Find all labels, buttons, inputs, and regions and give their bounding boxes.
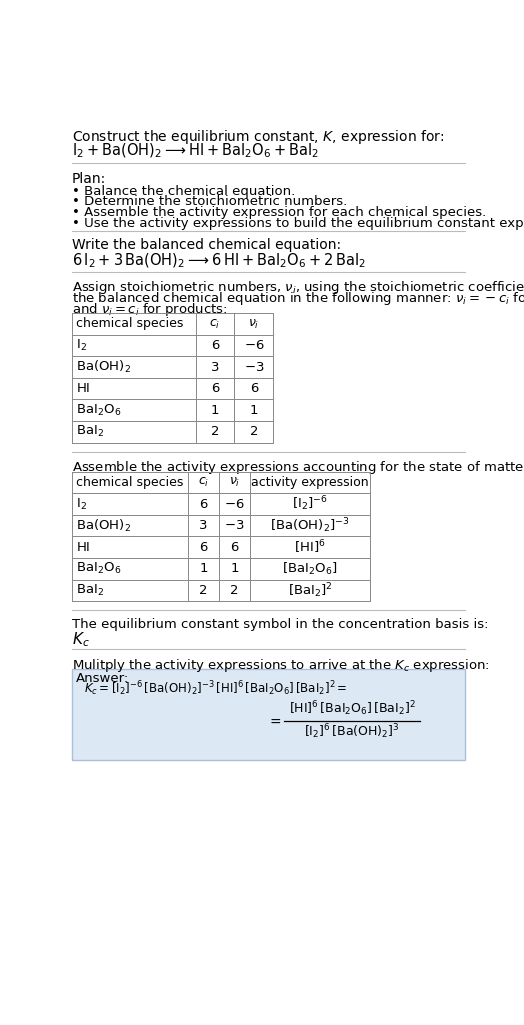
Text: $[\mathrm{I_2}]^{-6}$: $[\mathrm{I_2}]^{-6}$ — [292, 495, 328, 514]
Text: $\mathrm{HI}$: $\mathrm{HI}$ — [77, 541, 91, 554]
Text: 2: 2 — [249, 425, 258, 439]
Text: chemical species: chemical species — [77, 318, 184, 330]
Text: $[\mathrm{I_2}]^6\,[\mathrm{Ba(OH)_2}]^3$: $[\mathrm{I_2}]^6\,[\mathrm{Ba(OH)_2}]^3… — [304, 723, 400, 741]
Text: $\nu_i$: $\nu_i$ — [229, 476, 240, 489]
Text: $\mathrm{6\, I_2 + 3\, Ba(OH)_2 \longrightarrow 6\, HI + BaI_2O_6 + 2\, BaI_2}$: $\mathrm{6\, I_2 + 3\, Ba(OH)_2 \longrig… — [72, 251, 366, 270]
Text: and $\nu_i = c_i$ for products:: and $\nu_i = c_i$ for products: — [72, 301, 227, 318]
Text: $-3$: $-3$ — [224, 520, 245, 532]
Text: 1: 1 — [211, 404, 220, 417]
Text: $\nu_i$: $\nu_i$ — [248, 318, 259, 330]
Text: $\mathrm{BaI_2}$: $\mathrm{BaI_2}$ — [77, 583, 104, 598]
FancyBboxPatch shape — [72, 669, 465, 760]
Text: 1: 1 — [199, 563, 208, 575]
Text: $\mathrm{HI}$: $\mathrm{HI}$ — [77, 382, 91, 396]
Text: 6: 6 — [211, 339, 219, 352]
Text: $=$: $=$ — [267, 714, 282, 729]
Text: $\mathrm{BaI_2O_6}$: $\mathrm{BaI_2O_6}$ — [77, 562, 122, 576]
Text: Assemble the activity expressions accounting for the state of matter and $\nu_i$: Assemble the activity expressions accoun… — [72, 459, 524, 477]
Text: 1: 1 — [230, 563, 239, 575]
Text: $\mathrm{Ba(OH)_2}$: $\mathrm{Ba(OH)_2}$ — [77, 359, 132, 375]
Text: chemical species: chemical species — [77, 476, 184, 489]
Text: $[\mathrm{BaI_2}]^2$: $[\mathrm{BaI_2}]^2$ — [288, 581, 332, 600]
Text: 6: 6 — [199, 541, 208, 554]
Text: 6: 6 — [199, 498, 208, 510]
Text: $[\mathrm{Ba(OH)_2}]^{-3}$: $[\mathrm{Ba(OH)_2}]^{-3}$ — [270, 517, 350, 535]
Text: 6: 6 — [211, 382, 219, 396]
Text: $\mathrm{I_2}$: $\mathrm{I_2}$ — [77, 496, 88, 511]
Text: 6: 6 — [249, 382, 258, 396]
Text: $-6$: $-6$ — [224, 498, 245, 510]
Text: • Use the activity expressions to build the equilibrium constant expression.: • Use the activity expressions to build … — [72, 217, 524, 230]
Text: 2: 2 — [230, 584, 239, 597]
Text: 2: 2 — [199, 584, 208, 597]
Text: the balanced chemical equation in the following manner: $\nu_i = -c_i$ for react: the balanced chemical equation in the fo… — [72, 290, 524, 308]
Text: $[\mathrm{HI}]^6$: $[\mathrm{HI}]^6$ — [294, 538, 326, 556]
Text: 6: 6 — [230, 541, 238, 554]
Text: $-3$: $-3$ — [244, 361, 264, 373]
Text: activity expression: activity expression — [251, 476, 369, 489]
Text: $c_i$: $c_i$ — [210, 318, 221, 330]
Text: $[\mathrm{HI}]^6\,[\mathrm{BaI_2O_6}]\,[\mathrm{BaI_2}]^2$: $[\mathrm{HI}]^6\,[\mathrm{BaI_2O_6}]\,[… — [289, 700, 416, 719]
Text: • Balance the chemical equation.: • Balance the chemical equation. — [72, 184, 295, 198]
Text: $K_c$: $K_c$ — [72, 630, 90, 649]
Text: The equilibrium constant symbol in the concentration basis is:: The equilibrium constant symbol in the c… — [72, 618, 488, 631]
Text: 3: 3 — [211, 361, 220, 373]
Text: $\mathrm{Ba(OH)_2}$: $\mathrm{Ba(OH)_2}$ — [77, 518, 132, 534]
Text: • Determine the stoichiometric numbers.: • Determine the stoichiometric numbers. — [72, 196, 347, 208]
Text: Write the balanced chemical equation:: Write the balanced chemical equation: — [72, 239, 341, 252]
Text: $c_i$: $c_i$ — [198, 476, 209, 489]
Text: $K_c = [\mathrm{I_2}]^{-6}\,[\mathrm{Ba(OH)_2}]^{-3}\,[\mathrm{HI}]^6\,[\mathrm{: $K_c = [\mathrm{I_2}]^{-6}\,[\mathrm{Ba(… — [84, 680, 347, 698]
Text: $\mathrm{BaI_2O_6}$: $\mathrm{BaI_2O_6}$ — [77, 403, 122, 418]
Text: Construct the equilibrium constant, $K$, expression for:: Construct the equilibrium constant, $K$,… — [72, 128, 444, 146]
Text: $[\mathrm{BaI_2O_6}]$: $[\mathrm{BaI_2O_6}]$ — [282, 561, 338, 577]
Text: $\mathrm{I_2 + Ba(OH)_2 \longrightarrow HI + BaI_2O_6 + BaI_2}$: $\mathrm{I_2 + Ba(OH)_2 \longrightarrow … — [72, 141, 319, 160]
Text: • Assemble the activity expression for each chemical species.: • Assemble the activity expression for e… — [72, 206, 486, 219]
Text: Mulitply the activity expressions to arrive at the $K_c$ expression:: Mulitply the activity expressions to arr… — [72, 657, 489, 673]
Text: 2: 2 — [211, 425, 220, 439]
Text: $-6$: $-6$ — [244, 339, 264, 352]
Text: Answer:: Answer: — [77, 672, 129, 685]
Text: 1: 1 — [249, 404, 258, 417]
Text: Plan:: Plan: — [72, 172, 106, 187]
Text: 3: 3 — [199, 520, 208, 532]
Text: $\mathrm{I_2}$: $\mathrm{I_2}$ — [77, 338, 88, 353]
Text: $\mathrm{BaI_2}$: $\mathrm{BaI_2}$ — [77, 424, 104, 440]
Text: Assign stoichiometric numbers, $\nu_i$, using the stoichiometric coefficients, $: Assign stoichiometric numbers, $\nu_i$, … — [72, 279, 524, 296]
